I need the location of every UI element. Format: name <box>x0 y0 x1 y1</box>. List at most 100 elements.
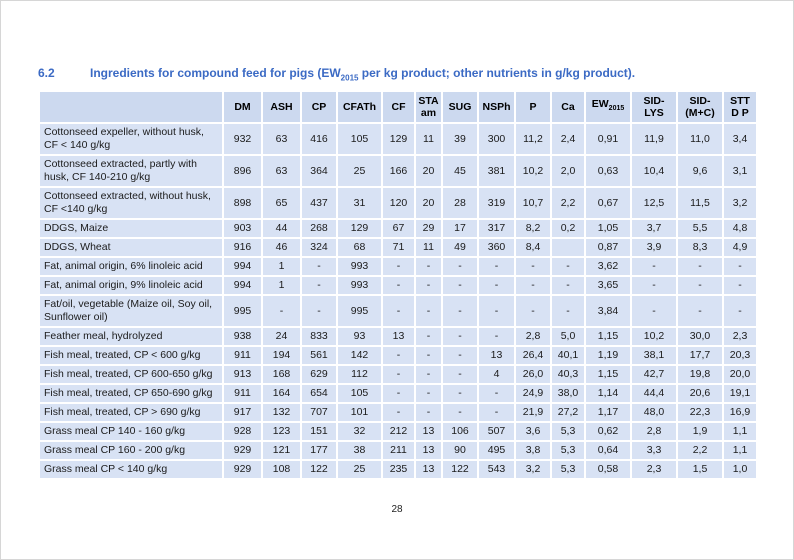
value-cell-cfath: 105 <box>336 122 383 156</box>
value-cell-p: 3,6 <box>514 421 552 442</box>
value-cell-sug: - <box>441 345 479 366</box>
value-cell-sug: - <box>441 294 479 328</box>
section-title-post: per kg product; other nutrients in g/kg … <box>358 66 636 80</box>
value-cell-sid-mc: 17,7 <box>676 345 724 366</box>
column-header-sid-lys: SID- LYS <box>630 90 678 124</box>
value-cell-cp: 324 <box>300 237 338 258</box>
value-cell-cf: 166 <box>381 154 416 188</box>
value-cell-cp: 654 <box>300 383 338 404</box>
value-cell-sid-lys: 2,8 <box>630 421 678 442</box>
ingredient-name: Grass meal CP < 140 g/kg <box>38 459 224 480</box>
value-cell-sid-lys: 44,4 <box>630 383 678 404</box>
value-cell-cp: 561 <box>300 345 338 366</box>
value-cell-nsph: - <box>477 294 516 328</box>
value-cell-stt-dp: 1,1 <box>722 421 758 442</box>
value-cell-sta-am: - <box>414 294 443 328</box>
value-cell-cp: 268 <box>300 218 338 239</box>
value-cell-cp: 122 <box>300 459 338 480</box>
value-cell-cfath: 129 <box>336 218 383 239</box>
value-cell-dm: 911 <box>222 345 263 366</box>
value-cell-ca: - <box>550 256 586 277</box>
value-cell-ew2015: 0,67 <box>584 186 632 220</box>
value-cell-dm: 994 <box>222 275 263 296</box>
value-cell-ew2015: 1,19 <box>584 345 632 366</box>
value-cell-cfath: 68 <box>336 237 383 258</box>
value-cell-cf: - <box>381 275 416 296</box>
value-cell-ew2015: 3,65 <box>584 275 632 296</box>
value-cell-ash: 1 <box>261 275 302 296</box>
value-cell-sid-lys: 48,0 <box>630 402 678 423</box>
column-header-ca: Ca <box>550 90 586 124</box>
value-cell-ca: 2,4 <box>550 122 586 156</box>
value-cell-sid-mc: - <box>676 256 724 277</box>
value-cell-dm: 911 <box>222 383 263 404</box>
value-cell-sid-lys: 10,4 <box>630 154 678 188</box>
value-cell-stt-dp: 2,3 <box>722 326 758 347</box>
value-cell-dm: 916 <box>222 237 263 258</box>
value-cell-stt-dp: - <box>722 256 758 277</box>
value-cell-ash: 108 <box>261 459 302 480</box>
value-cell-ew2015: 0,64 <box>584 440 632 461</box>
value-cell-p: 26,4 <box>514 345 552 366</box>
value-cell-ash: 121 <box>261 440 302 461</box>
value-cell-dm: 928 <box>222 421 263 442</box>
ingredient-name: Fish meal, treated, CP > 690 g/kg <box>38 402 224 423</box>
value-cell-nsph: 495 <box>477 440 516 461</box>
value-cell-sid-lys: - <box>630 275 678 296</box>
value-cell-cf: 129 <box>381 122 416 156</box>
value-cell-sid-mc: 9,6 <box>676 154 724 188</box>
value-cell-cf: 67 <box>381 218 416 239</box>
value-cell-cp: - <box>300 294 338 328</box>
value-cell-stt-dp: - <box>722 275 758 296</box>
value-cell-ew2015: 0,63 <box>584 154 632 188</box>
value-cell-ew2015: 3,84 <box>584 294 632 328</box>
value-cell-ca: 0,2 <box>550 218 586 239</box>
table-row: DDGS, Wheat 916 46 324 68 71 11 49 360 8,4 0,87 3,9… <box>38 237 758 258</box>
value-cell-cfath: 101 <box>336 402 383 423</box>
value-cell-ew2015: 0,58 <box>584 459 632 480</box>
value-cell-p: 10,7 <box>514 186 552 220</box>
table-row: Grass meal CP 160 - 200 g/kg 929 121 177 38 2… <box>38 440 758 461</box>
value-cell-ca: - <box>550 275 586 296</box>
value-cell-sid-mc: 1,9 <box>676 421 724 442</box>
value-cell-stt-dp: 16,9 <box>722 402 758 423</box>
value-cell-sid-lys: 3,7 <box>630 218 678 239</box>
value-cell-ew2015: 1,15 <box>584 364 632 385</box>
value-cell-sug: - <box>441 275 479 296</box>
column-header-label: am <box>420 107 437 119</box>
value-cell-sid-mc: 30,0 <box>676 326 724 347</box>
section-title: Ingredients for compound feed for pigs (… <box>90 66 635 82</box>
column-header-sta-am: STA am <box>414 90 443 124</box>
value-cell-dm: 994 <box>222 256 263 277</box>
value-cell-nsph: 360 <box>477 237 516 258</box>
value-cell-nsph: 319 <box>477 186 516 220</box>
ingredient-name: DDGS, Wheat <box>38 237 224 258</box>
value-cell-cp: - <box>300 275 338 296</box>
value-cell-cf: 235 <box>381 459 416 480</box>
value-cell-ew2015: 3,62 <box>584 256 632 277</box>
table-row: Grass meal CP < 140 g/kg 929 108 122 25 235 13… <box>38 459 758 480</box>
value-cell-cf: 211 <box>381 440 416 461</box>
value-cell-stt-dp: 3,2 <box>722 186 758 220</box>
value-cell-sta-am: 20 <box>414 154 443 188</box>
value-cell-cfath: 25 <box>336 154 383 188</box>
value-cell-dm: 932 <box>222 122 263 156</box>
column-header-ingredient <box>38 90 224 124</box>
value-cell-stt-dp: 4,8 <box>722 218 758 239</box>
value-cell-stt-dp: 20,0 <box>722 364 758 385</box>
column-header-label: LYS <box>644 107 664 119</box>
value-cell-dm: 913 <box>222 364 263 385</box>
table-row: Fish meal, treated, CP < 600 g/kg 911 194 5… <box>38 345 758 366</box>
column-header-label: D P <box>731 107 749 119</box>
value-cell-cf: - <box>381 383 416 404</box>
value-cell-sta-am: 13 <box>414 459 443 480</box>
value-cell-cp: 364 <box>300 154 338 188</box>
value-cell-cp: 151 <box>300 421 338 442</box>
ingredient-name: DDGS, Maize <box>38 218 224 239</box>
table-row: Fish meal, treated, CP 650-690 g/kg 911 16… <box>38 383 758 404</box>
value-cell-ca: 5,3 <box>550 459 586 480</box>
ingredient-name: Fish meal, treated, CP 600-650 g/kg <box>38 364 224 385</box>
value-cell-sid-lys: 3,3 <box>630 440 678 461</box>
value-cell-sid-lys: 2,3 <box>630 459 678 480</box>
table-row: Cottonseed extracted, partly with husk, … <box>38 154 758 188</box>
